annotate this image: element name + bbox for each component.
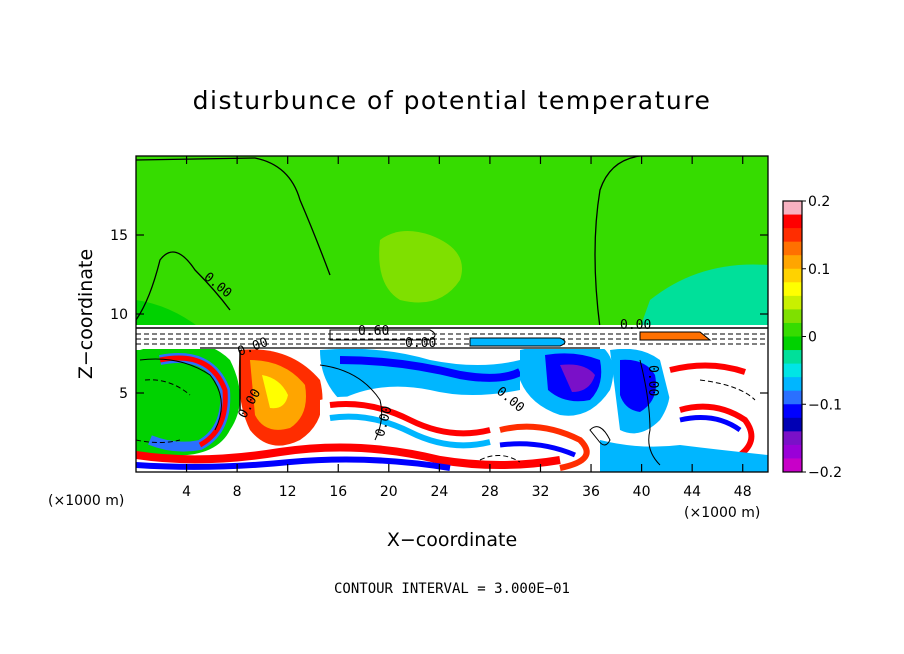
x-tick-label: 44 — [683, 484, 701, 500]
upper-contour-mid — [136, 157, 331, 276]
x-tick-label: 16 — [329, 484, 347, 500]
plot-area — [136, 156, 768, 472]
interface-band — [136, 325, 768, 349]
colorbar-swatch — [783, 282, 802, 297]
x-axis-label: X−coordinate — [387, 529, 517, 551]
x-tick-label: 4 — [182, 484, 191, 500]
contour-label: 0.60 — [358, 324, 389, 339]
colorbar-swatch — [783, 350, 802, 365]
x-tick-label: 48 — [734, 484, 752, 500]
lower-color-bands — [136, 342, 768, 472]
x-tick-label: 28 — [481, 484, 499, 500]
x-axis-unit-left: (×1000 m) — [48, 493, 124, 509]
colorbar-tick-label: −0.2 — [808, 465, 842, 481]
contour-label: 0.00 — [645, 365, 660, 396]
x-tick-label: 24 — [430, 484, 448, 500]
upper-contour-right — [594, 156, 641, 329]
x-tick-label: 12 — [279, 484, 297, 500]
contour-interval-note: CONTOUR INTERVAL = 3.000E−01 — [334, 581, 570, 597]
colorbar-tick-label: −0.1 — [808, 397, 842, 413]
x-tick-label: 40 — [633, 484, 651, 500]
colorbar-swatch — [783, 241, 802, 256]
x-tick-label: 8 — [233, 484, 242, 500]
lower-contours — [136, 350, 756, 466]
colorbar-swatch — [783, 214, 802, 229]
x-axis-unit-right: (×1000 m) — [684, 505, 760, 521]
colorbar-tick-label: 0 — [808, 330, 817, 346]
colorbar-swatch — [783, 255, 802, 270]
colorbar-swatch — [783, 404, 802, 419]
colorbar-swatch — [783, 417, 802, 432]
y-tick-label: 5 — [119, 386, 128, 402]
colorbar-swatch — [783, 336, 802, 351]
colorbar-swatch — [783, 228, 802, 243]
y-axis: 5 10 15 — [110, 228, 768, 402]
y-axis-label: Z−coordinate — [75, 249, 97, 379]
colorbar-tick-label: 0.1 — [808, 262, 830, 278]
x-tick-label: 36 — [582, 484, 600, 500]
y-tick-label: 15 — [110, 228, 128, 244]
colorbar-swatch — [783, 322, 802, 337]
upper-yellow-patch — [379, 231, 462, 303]
upper-cyan-patch-left — [136, 300, 200, 328]
colorbar-swatch — [783, 458, 802, 473]
contour-label: 0.00 — [620, 318, 651, 333]
upper-cyan-patch-right — [640, 264, 768, 328]
colorbar: 0.2 0.1 0 −0.1 −0.2 — [782, 194, 842, 481]
x-tick-label: 32 — [532, 484, 550, 500]
colorbar-tick-label: 0.2 — [808, 194, 830, 210]
colorbar-swatch — [783, 431, 802, 446]
upper-contour-left — [136, 251, 231, 327]
colorbar-swatch — [783, 363, 802, 378]
colorbar-swatch — [783, 444, 802, 459]
x-axis: 4 8 12 16 20 24 28 32 36 40 44 48 — [182, 156, 752, 500]
x-tick-label: 20 — [380, 484, 398, 500]
colorbar-swatch — [783, 201, 802, 216]
colorbar-swatch — [783, 268, 802, 283]
chart-title: disturbunce of potential temperature — [192, 86, 712, 115]
colorbar-swatch — [783, 309, 802, 324]
contour-label: 0.00 — [405, 336, 436, 351]
y-tick-label: 10 — [110, 307, 128, 323]
colorbar-swatch — [783, 390, 802, 405]
colorbar-swatch — [783, 295, 802, 310]
colorbar-swatch — [783, 377, 802, 392]
